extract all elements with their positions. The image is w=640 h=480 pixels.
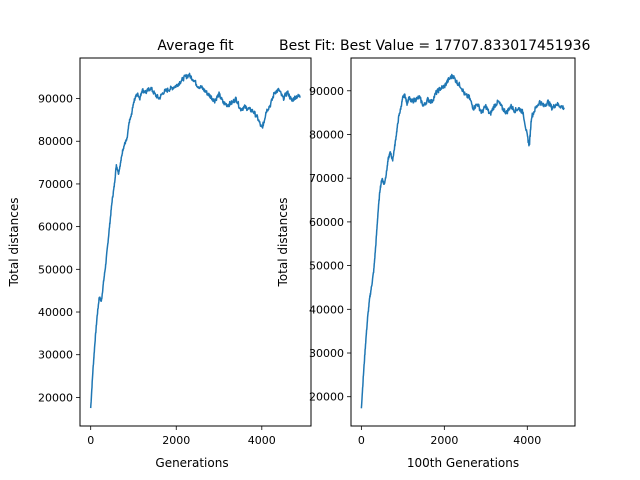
right-chart-y-tick-label: 90000 xyxy=(309,85,344,98)
right-chart-series-line-0 xyxy=(360,73,565,409)
left-chart-y-tick-label: 30000 xyxy=(38,349,73,362)
left-chart-y-tick-label: 90000 xyxy=(38,93,73,106)
left-chart-y-tick-label: 80000 xyxy=(38,135,73,148)
left-chart-y-tick-label: 40000 xyxy=(38,306,73,319)
right-chart-x-tick-label: 4000 xyxy=(513,434,541,447)
left-chart-axes-frame xyxy=(79,57,312,427)
right-chart-y-tick-label: 70000 xyxy=(309,172,344,185)
right-chart-x-tick-label: 0 xyxy=(358,434,365,447)
right-chart-y-tick-label: 30000 xyxy=(309,347,344,360)
left-chart-y-axis-label: Total distances xyxy=(7,198,21,288)
right-chart-y-tick-label: 80000 xyxy=(309,128,344,141)
left-chart-y-tick-label: 50000 xyxy=(38,263,73,276)
left-chart-x-tick-label: 2000 xyxy=(162,434,190,447)
left-chart: Average fit 0 2000 4000 20000 30000 40000 500… xyxy=(7,38,312,470)
right-chart-y-tick-label: 20000 xyxy=(309,391,344,404)
left-chart-y-ticks: 20000 30000 40000 50000 60000 70000 80000 90000 xyxy=(38,93,80,404)
right-chart-axes-frame xyxy=(350,57,576,427)
left-chart-plot-area xyxy=(89,72,301,409)
left-chart-x-ticks: 0 2000 4000 xyxy=(87,426,276,447)
right-chart-x-ticks: 0 2000 4000 xyxy=(358,426,541,447)
left-chart-y-tick-label: 70000 xyxy=(38,178,73,191)
right-chart-y-tick-label: 40000 xyxy=(309,303,344,316)
right-chart: Best Fit: Best Value = 17707.83301745193… xyxy=(276,38,591,470)
right-chart-x-tick-label: 2000 xyxy=(430,434,458,447)
right-chart-x-axis-label: 100th Generations xyxy=(407,456,519,470)
right-chart-y-axis-label: Total distances xyxy=(276,198,290,288)
right-chart-y-tick-label: 60000 xyxy=(309,216,344,229)
right-chart-plot-area xyxy=(360,73,565,409)
left-chart-series-line-0 xyxy=(89,72,301,409)
left-chart-title: Average fit xyxy=(157,38,234,54)
right-chart-y-tick-label: 50000 xyxy=(309,260,344,273)
left-chart-y-tick-label: 20000 xyxy=(38,391,73,404)
left-chart-x-axis-label: Generations xyxy=(155,456,228,470)
left-chart-y-tick-label: 60000 xyxy=(38,221,73,234)
left-chart-x-tick-label: 4000 xyxy=(248,434,276,447)
right-chart-title: Best Fit: Best Value = 17707.83301745193… xyxy=(279,38,591,54)
left-chart-x-tick-label: 0 xyxy=(87,434,94,447)
right-chart-y-ticks: 20000 30000 40000 50000 60000 70000 80000 90000 xyxy=(309,85,351,404)
